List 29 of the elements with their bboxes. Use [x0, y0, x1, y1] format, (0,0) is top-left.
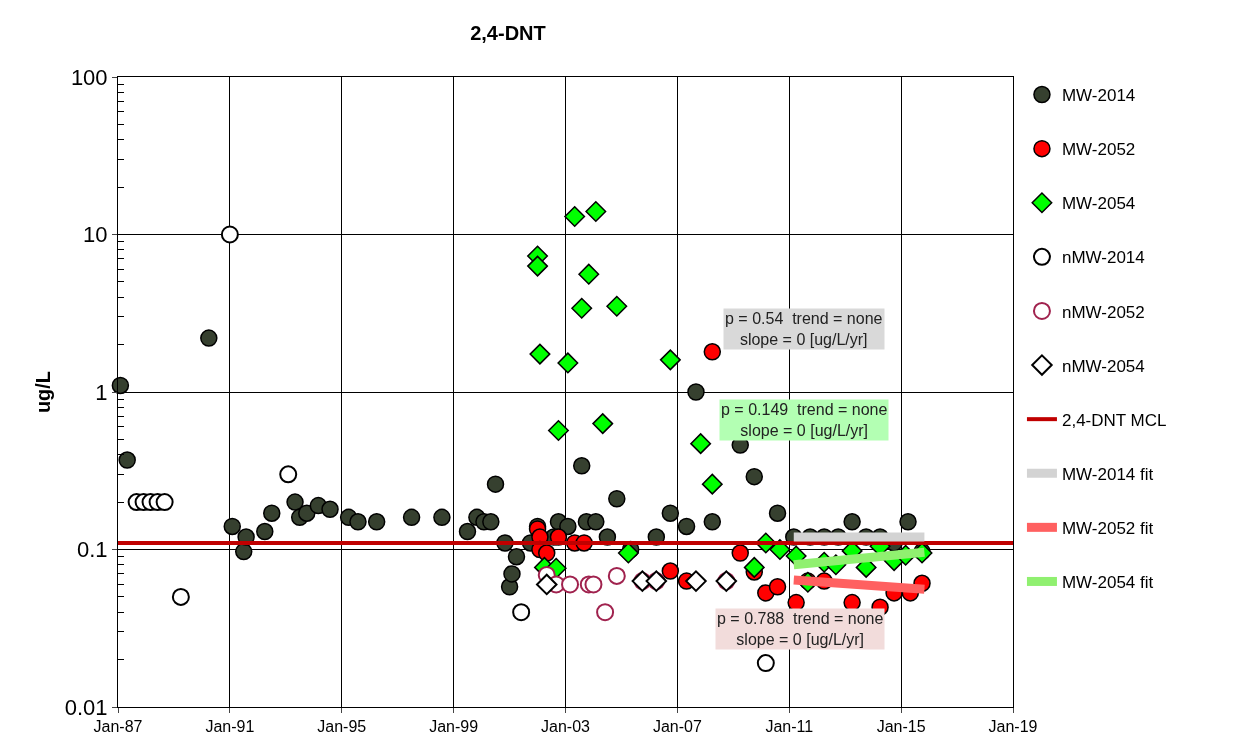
legend-label: nMW-2052	[1061, 302, 1145, 322]
x-tick-label: Jan-07	[652, 718, 702, 736]
x-tick-label: Jan-99	[429, 718, 479, 736]
legend-label: nMW-2054	[1061, 356, 1145, 376]
y-tick-label: 100	[70, 64, 108, 90]
y-tick-label: 1	[95, 379, 108, 405]
annotation: p = 0.149 trend = none slope = 0 [ug/L/yr]	[721, 401, 888, 439]
x-tick-label: Jan-03	[541, 718, 591, 736]
legend-label: 2,4-DNT MCL	[1061, 410, 1167, 430]
legend-label: nMW-2014	[1061, 248, 1145, 268]
legend-label: MW-2054	[1061, 194, 1136, 214]
chart-title: 2,4-DNT	[470, 22, 546, 45]
x-tick-label: Jan-91	[205, 718, 255, 736]
x-tick-label: Jan-87	[93, 718, 143, 736]
x-tick-label: Jan-11	[765, 718, 814, 736]
annotation: p = 0.788 trend = none slope = 0 [ug/L/yr]	[717, 610, 884, 648]
legend-label: MW-2014	[1061, 86, 1136, 106]
y-tick-label: 10	[83, 222, 108, 248]
legend-label: MW-2014 fit	[1061, 464, 1154, 484]
legend-label: MW-2052 fit	[1061, 518, 1154, 538]
y-tick-label: 0.1	[77, 537, 108, 563]
x-tick-label: Jan-19	[988, 718, 1038, 736]
y-axis-title: ug/L	[32, 370, 55, 414]
x-tick-label: Jan-15	[876, 718, 926, 736]
legend-label: MW-2052	[1061, 140, 1136, 160]
legend-label: MW-2054 fit	[1061, 573, 1154, 593]
y-tick-label: 0.01	[64, 694, 108, 720]
x-tick-label: Jan-95	[317, 718, 367, 736]
annotation: p = 0.54 trend = none slope = 0 [ug/L/yr]	[725, 310, 883, 348]
